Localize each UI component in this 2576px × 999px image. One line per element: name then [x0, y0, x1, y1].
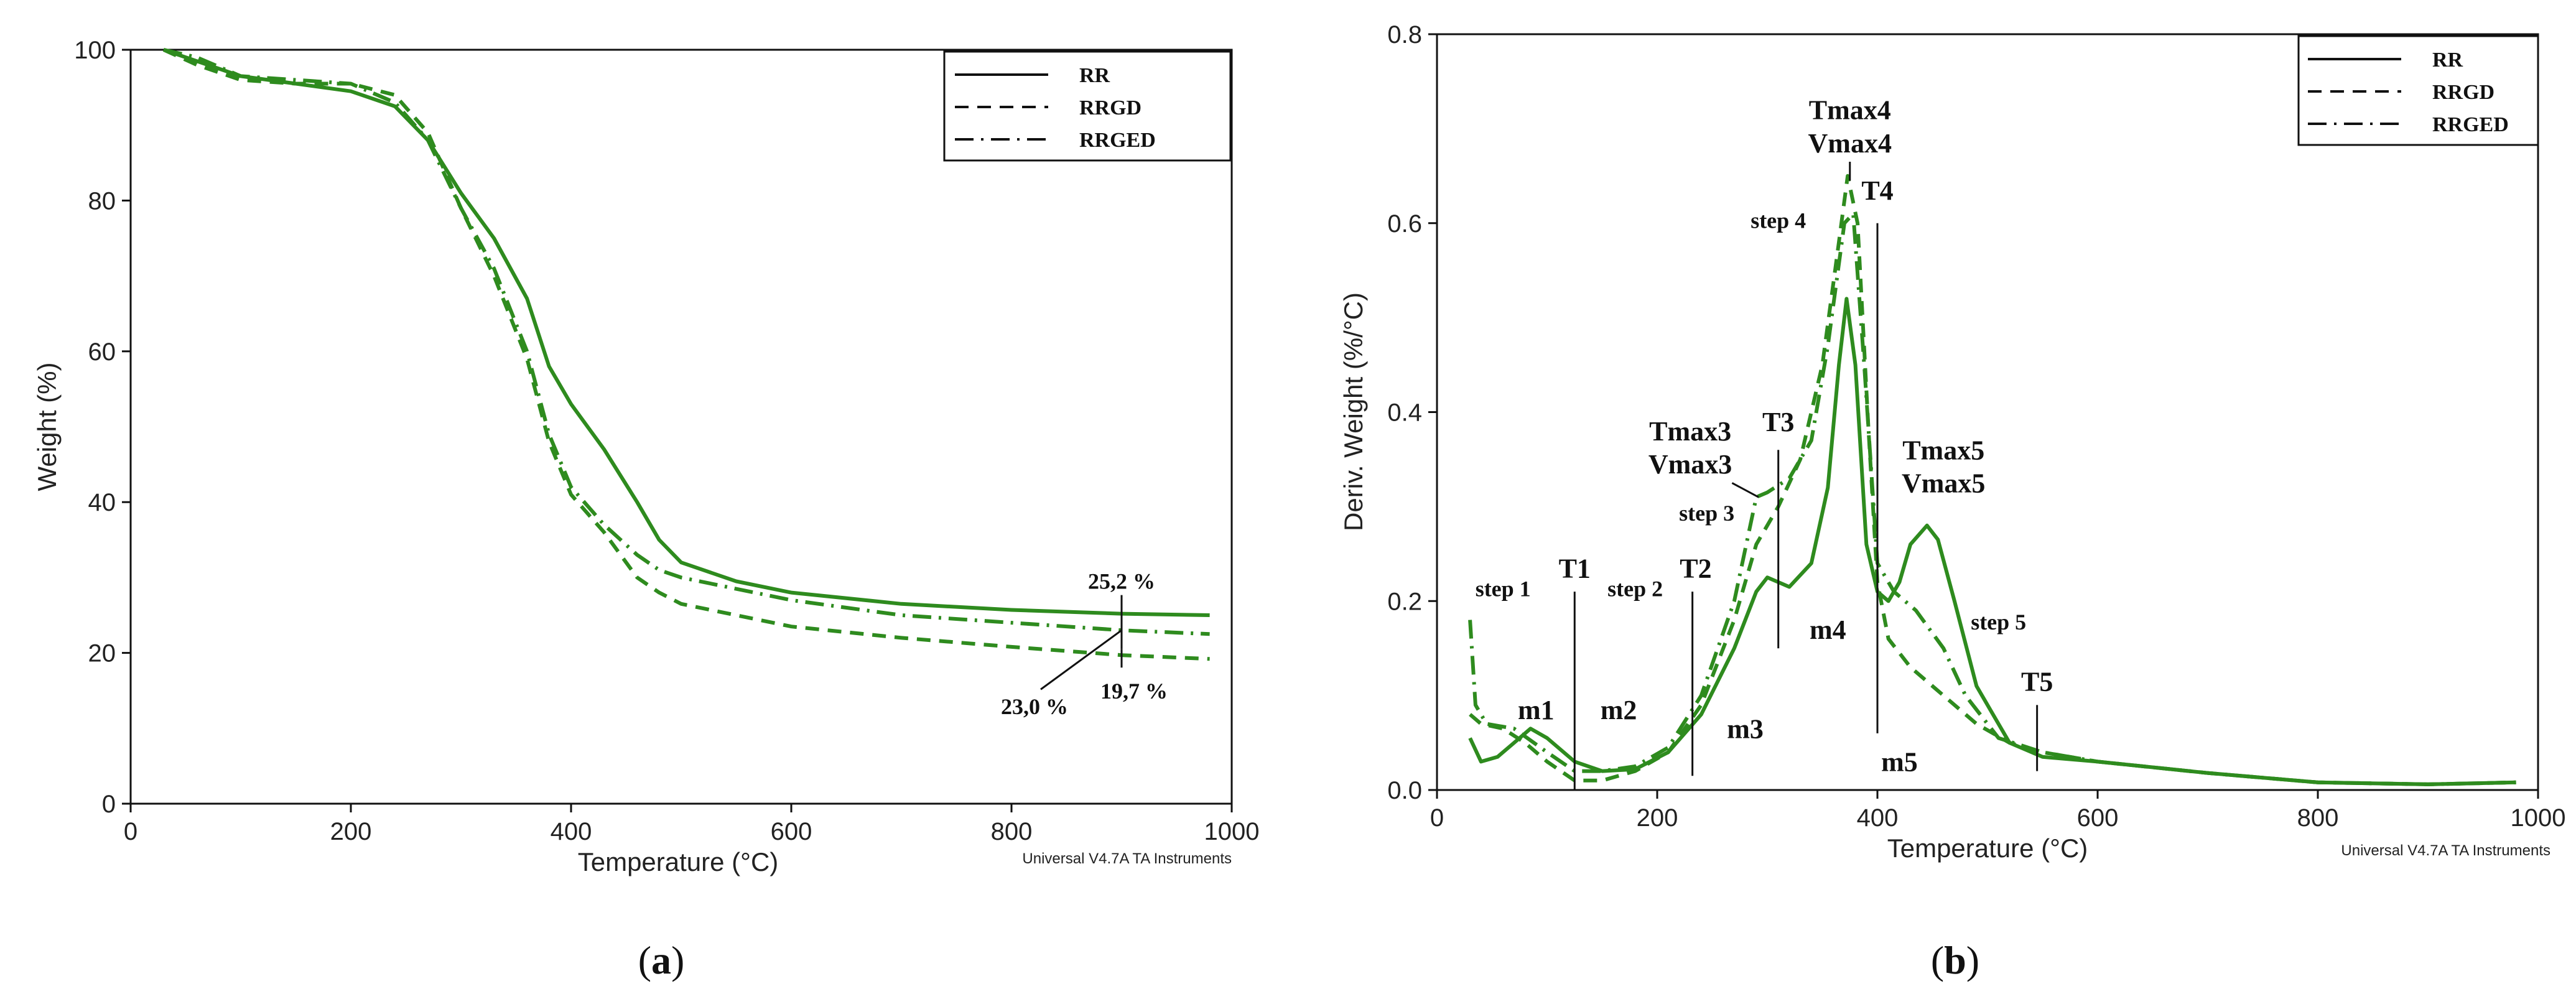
series-line-rrgd	[1469, 174, 2516, 786]
annotation-label: step 3	[1679, 501, 1734, 526]
y-tick-label: 0.0	[1387, 777, 1422, 804]
annotation-label: 25,2 %	[1088, 569, 1155, 594]
panel-a-footer: Universal V4.7A TA Instruments	[1022, 850, 1232, 867]
panel-a-y-axis-label: Weight (%)	[32, 363, 62, 491]
annotation-label: Vmax5	[1902, 468, 1985, 499]
x-tick-label: 600	[771, 818, 812, 845]
x-tick-label: 400	[551, 818, 592, 845]
series-line-rrged	[163, 48, 1210, 636]
y-tick-label: 0	[102, 791, 116, 818]
y-tick-label: 60	[88, 338, 116, 366]
legend-label-rrgd: RRGD	[1079, 96, 1142, 119]
x-tick-label: 800	[991, 818, 1033, 845]
panel-b-caption: (b)	[1931, 938, 1979, 982]
y-tick-label: 0.8	[1387, 21, 1422, 49]
x-tick-label: 0	[1430, 804, 1444, 832]
annotation-leader	[1040, 630, 1122, 690]
panel-a-plot-frame	[129, 49, 1233, 805]
annotation-label: Vmax3	[1648, 449, 1732, 480]
panel-b-plot-frame	[1436, 33, 2539, 791]
annotation-label: T3	[1762, 407, 1794, 437]
annotation-label: m4	[1810, 615, 1846, 645]
annotation-label: 23,0 %	[1001, 694, 1068, 719]
y-tick-label: 40	[88, 489, 116, 516]
annotation-leader	[1731, 482, 1759, 498]
annotation-label: m1	[1518, 695, 1555, 725]
annotation-label: Vmax4	[1808, 128, 1892, 159]
annotation-label: Tmax5	[1902, 435, 1984, 465]
panel-b-legend: RR RRGD RRGED	[2297, 35, 2539, 146]
legend-label-rr: RR	[2432, 49, 2463, 72]
panel-a-legend: RR RRGD RRGED	[943, 50, 1232, 162]
x-tick-label: 800	[2297, 804, 2339, 832]
y-tick-label: 0.4	[1387, 399, 1422, 427]
legend-label-rr: RR	[1079, 64, 1110, 87]
annotation-label: m2	[1601, 695, 1637, 725]
y-tick-label: 0.2	[1387, 588, 1422, 615]
panel-a-chart: 0 200 400 600 800 1000 0 20 40 60 80 100 25,2 % 23,0…	[32, 37, 1259, 876]
x-tick-label: 200	[330, 818, 372, 845]
annotation-label: step 1	[1476, 577, 1531, 602]
panel-a-caption: (a)	[638, 938, 685, 982]
annotation-label: T5	[2021, 667, 2053, 697]
panel-b-x-axis-label: Temperature (°C)	[1887, 834, 2088, 863]
x-tick-label: 0	[124, 818, 137, 845]
series-line-rr	[163, 48, 1210, 617]
x-tick-label: 1000	[2511, 804, 2566, 832]
annotation-label: m3	[1727, 713, 1764, 744]
legend-label-rrgd: RRGD	[2432, 81, 2495, 104]
y-tick-label: 20	[88, 640, 116, 667]
annotation-label: step 4	[1751, 208, 1806, 233]
annotation-label: T4	[1861, 175, 1893, 206]
annotation-label: Tmax3	[1649, 416, 1731, 447]
annotation-label: m5	[1881, 747, 1918, 778]
annotation-label: step 2	[1607, 577, 1663, 602]
legend-label-rrged: RRGED	[2432, 113, 2509, 136]
x-tick-label: 400	[1857, 804, 1899, 832]
panel-b-chart: 0 200 400 600 800 1000 0.0 0.2 0.4 0.6 0.8 step 1 m…	[1339, 21, 2565, 863]
panel-a-x-axis-label: Temperature (°C)	[578, 847, 779, 876]
x-tick-label: 600	[2077, 804, 2119, 832]
legend-label-rrged: RRGED	[1079, 129, 1156, 152]
y-tick-label: 100	[74, 37, 116, 64]
panel-b-footer: Universal V4.7A TA Instruments	[2341, 842, 2550, 859]
annotation-label: step 5	[1971, 610, 2026, 634]
x-tick-label: 1000	[1204, 818, 1260, 845]
y-tick-label: 80	[88, 187, 116, 215]
annotation-label: T1	[1559, 553, 1591, 583]
annotation-label: 19,7 %	[1100, 679, 1168, 704]
panel-b-y-axis-label: Deriv. Weight (%/°C)	[1339, 292, 1368, 531]
x-tick-label: 200	[1637, 804, 1678, 832]
annotation-label: T2	[1680, 553, 1711, 583]
annotation-label: Tmax4	[1809, 95, 1891, 126]
y-tick-label: 0.6	[1387, 210, 1422, 238]
